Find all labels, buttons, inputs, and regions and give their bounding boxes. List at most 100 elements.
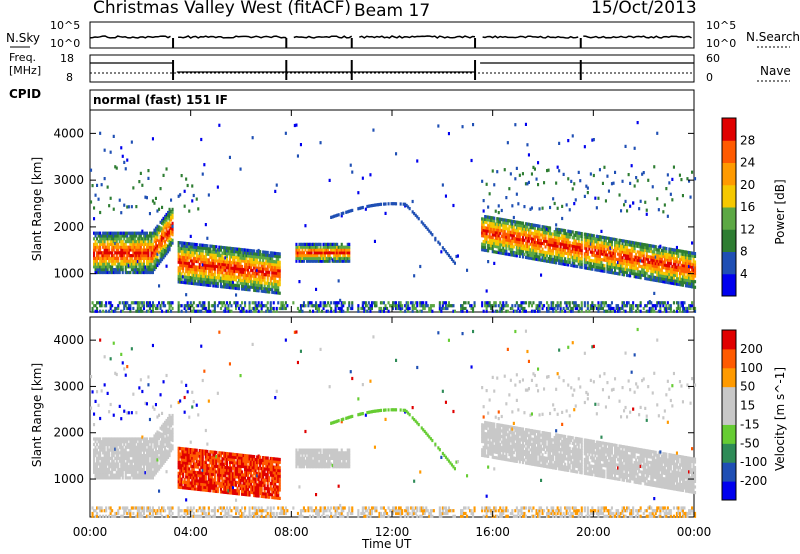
power-cell	[158, 231, 161, 235]
power-cell	[159, 229, 162, 233]
power-cell	[515, 240, 518, 244]
power-cell	[167, 224, 170, 229]
power-cell	[123, 304, 126, 308]
power-cell	[665, 309, 668, 313]
power-cell	[691, 276, 694, 280]
power-cell	[585, 232, 588, 236]
power-cell	[277, 283, 280, 287]
power-cell	[210, 304, 213, 308]
power-cell	[272, 279, 275, 283]
power-cell	[500, 251, 503, 255]
nsky-line	[293, 35, 353, 39]
power-cell	[556, 236, 559, 240]
power-cell	[576, 304, 579, 308]
power-cell	[594, 265, 597, 269]
velocity-cell	[124, 451, 127, 455]
power-cell	[120, 256, 123, 260]
power-cell	[666, 261, 669, 265]
power-cell	[540, 252, 543, 257]
power-cell	[268, 256, 271, 260]
power-cell	[230, 269, 233, 273]
power-cell	[215, 245, 218, 249]
power-cell	[574, 301, 577, 305]
power-cell	[609, 265, 612, 269]
power-cell	[126, 254, 129, 258]
power-cell	[576, 236, 579, 241]
power-cell	[194, 265, 197, 269]
power-cell	[139, 237, 142, 241]
power-cell	[511, 219, 514, 223]
power-cell	[278, 271, 281, 276]
velocity-cell	[111, 470, 114, 474]
velocity-cell	[94, 470, 97, 474]
power-cell	[603, 247, 606, 251]
power-cell	[506, 227, 509, 231]
power-cell	[216, 251, 219, 255]
power-cell	[515, 309, 518, 313]
velocity-cell	[118, 473, 121, 477]
velocity-cell	[114, 447, 117, 451]
power-cell	[461, 309, 464, 313]
power-cell	[284, 306, 287, 311]
power-cell	[524, 227, 527, 231]
power-cell	[165, 309, 168, 313]
power-cell	[127, 262, 130, 266]
power-cell	[449, 255, 452, 259]
power-cell	[420, 301, 423, 305]
power-cell	[375, 301, 378, 305]
power-cell	[100, 234, 103, 238]
power-cell	[657, 208, 660, 212]
power-cell	[241, 287, 244, 291]
power-cell	[224, 265, 227, 270]
power-cell	[617, 304, 620, 308]
power-cell	[629, 257, 632, 261]
power-cell	[511, 204, 514, 208]
power-cell	[659, 257, 662, 261]
power-cell	[132, 265, 135, 269]
power-cell	[165, 246, 168, 250]
power-cell	[266, 273, 269, 277]
power-cell	[99, 304, 102, 308]
power-cell	[671, 248, 674, 252]
power-cell	[123, 251, 126, 255]
power-cell	[336, 213, 339, 217]
velocity-cell	[117, 442, 120, 447]
velocity-cell	[121, 361, 124, 365]
velocity-cell	[123, 465, 126, 469]
power-cell	[213, 259, 216, 263]
power-cell	[186, 270, 189, 274]
power-cell	[343, 256, 346, 260]
power-cell	[683, 272, 686, 276]
power-cell	[100, 268, 103, 272]
power-cell	[668, 281, 671, 285]
power-cell	[269, 306, 272, 311]
power-cell	[126, 205, 129, 209]
power-cell	[666, 252, 669, 256]
power-cell	[156, 261, 159, 265]
power-cell	[230, 249, 233, 253]
power-cell	[502, 235, 505, 239]
power-cell	[610, 306, 613, 311]
power-cell	[185, 309, 188, 313]
power-cell	[565, 260, 568, 264]
power-cell	[179, 193, 182, 197]
power-cell	[145, 248, 148, 252]
power-cell	[641, 245, 644, 249]
power-cell	[257, 278, 260, 282]
power-cell	[537, 241, 540, 245]
power-cell	[494, 309, 497, 313]
power-cell	[105, 262, 108, 266]
power-cell	[263, 256, 266, 260]
power-cell	[216, 185, 219, 189]
power-cell	[461, 304, 464, 308]
power-cell	[561, 216, 564, 221]
power-cell	[384, 211, 387, 215]
power-cell	[660, 251, 663, 255]
power-cell	[561, 251, 564, 255]
power-cell	[601, 249, 604, 253]
power-cell	[500, 243, 503, 247]
power-cell	[517, 232, 520, 236]
power-cell	[127, 306, 130, 311]
power-cell	[521, 249, 524, 253]
power-cell	[154, 265, 157, 270]
